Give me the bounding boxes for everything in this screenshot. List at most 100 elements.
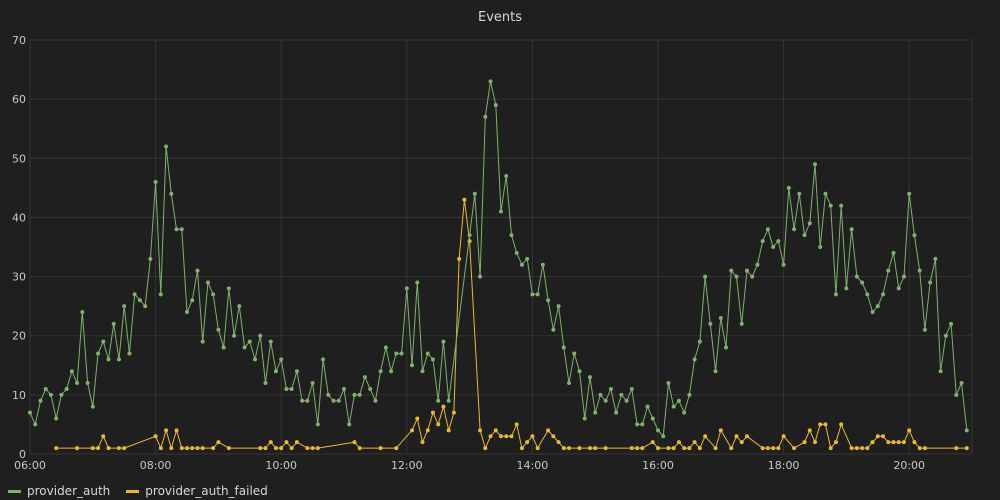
data-point-provider-auth-failed [860, 446, 865, 451]
data-point-provider-auth [797, 191, 802, 196]
data-point-provider-auth-failed [122, 446, 127, 451]
data-point-provider-auth [137, 298, 142, 303]
data-point-provider-auth-failed [922, 446, 927, 451]
data-point-provider-auth [739, 321, 744, 326]
data-point-provider-auth [28, 410, 32, 415]
data-point-provider-auth-failed [912, 440, 917, 445]
data-point-provider-auth [881, 292, 886, 297]
data-point-provider-auth-failed [954, 446, 959, 451]
data-point-provider-auth [394, 351, 399, 356]
data-point-provider-auth-failed [315, 446, 320, 451]
data-point-provider-auth-failed [294, 440, 299, 445]
x-tick-label: 18:00 [768, 459, 800, 472]
data-point-provider-auth-failed [284, 440, 289, 445]
data-point-provider-auth [410, 363, 415, 368]
chart-plot[interactable]: 0 10 20 30 40 50 60 70 06:00 08:00 10:00 12:00 14:00… [0, 0, 1000, 480]
data-point-provider-auth-failed [682, 446, 687, 451]
data-point-provider-auth [389, 369, 394, 374]
data-point-provider-auth [237, 304, 242, 309]
data-point-provider-auth [750, 274, 755, 279]
data-point-provider-auth [828, 203, 833, 208]
data-point-provider-auth [771, 245, 776, 249]
data-point-provider-auth-failed [849, 446, 854, 451]
data-point-provider-auth [478, 274, 483, 279]
data-point-provider-auth-failed [561, 446, 566, 451]
data-point-provider-auth-failed [394, 446, 399, 451]
data-point-provider-auth [629, 386, 634, 391]
data-point-provider-auth [645, 404, 650, 409]
data-point-provider-auth-failed [676, 440, 681, 445]
data-point-provider-auth [205, 280, 210, 285]
legend-item-provider-auth[interactable]: provider_auth [8, 484, 110, 498]
y-tick-label: 70 [12, 34, 26, 47]
data-point-provider-auth [211, 292, 216, 297]
data-point-provider-auth-failed [169, 446, 174, 451]
data-point-provider-auth-failed [765, 446, 770, 451]
data-point-provider-auth [640, 422, 645, 427]
legend-item-provider-auth-failed[interactable]: provider_auth_failed [126, 484, 268, 498]
data-point-provider-auth-failed [179, 446, 184, 451]
data-point-provider-auth [587, 375, 592, 380]
data-point-provider-auth-failed [211, 446, 216, 451]
data-point-provider-auth [436, 398, 441, 403]
data-point-provider-auth [75, 381, 80, 386]
data-point-provider-auth [656, 428, 660, 433]
data-point-provider-auth-failed [116, 446, 121, 451]
y-tick-label: 10 [12, 389, 26, 402]
data-point-provider-auth-failed [493, 428, 498, 433]
data-point-provider-auth-failed [692, 440, 697, 445]
data-point-provider-auth-failed [640, 446, 645, 451]
data-point-provider-auth [540, 262, 545, 267]
data-point-provider-auth-failed [739, 440, 744, 445]
legend-label-provider-auth: provider_auth [27, 484, 111, 498]
data-point-provider-auth-failed [839, 422, 844, 427]
data-point-provider-auth-failed [478, 428, 483, 433]
data-point-provider-auth [886, 268, 891, 273]
data-point-provider-auth-failed [650, 440, 655, 445]
data-point-provider-auth-failed [451, 410, 456, 415]
data-point-provider-auth [143, 304, 148, 309]
data-point-provider-auth [415, 280, 420, 285]
y-tick-label: 50 [12, 152, 26, 165]
data-point-provider-auth [96, 351, 101, 356]
data-point-provider-auth [263, 381, 268, 386]
y-tick-label: 0 [19, 448, 26, 461]
data-point-provider-auth [928, 280, 933, 285]
data-point-provider-auth-failed [305, 446, 310, 451]
legend-label-provider-auth-failed: provider_auth_failed [145, 484, 268, 498]
x-tick-label: 08:00 [140, 459, 172, 472]
data-point-provider-auth [33, 422, 38, 427]
data-point-provider-auth-failed [153, 434, 158, 439]
data-point-provider-auth [80, 310, 85, 315]
data-point-provider-auth [839, 203, 844, 208]
data-point-provider-auth-failed [415, 416, 420, 421]
data-point-provider-auth [383, 345, 388, 350]
data-point-provider-auth [232, 333, 237, 338]
data-point-provider-auth [635, 422, 640, 427]
legend-swatch-provider-auth [8, 489, 21, 493]
data-point-provider-auth [949, 321, 954, 326]
data-point-provider-auth-failed [697, 446, 702, 451]
data-point-provider-auth-failed [556, 440, 561, 445]
data-point-provider-auth [59, 392, 64, 397]
data-point-provider-auth [127, 351, 132, 356]
data-point-provider-auth [901, 274, 906, 279]
data-point-provider-auth-failed [519, 446, 524, 451]
legend-swatch-provider-auth-failed [126, 489, 140, 493]
data-point-provider-auth [567, 381, 572, 386]
data-point-provider-auth [765, 227, 770, 232]
data-point-provider-auth [216, 327, 221, 332]
data-point-provider-auth [38, 398, 43, 403]
data-point-provider-auth-failed [666, 446, 671, 451]
data-point-provider-auth [556, 304, 561, 309]
data-point-provider-auth [917, 268, 922, 273]
data-point-provider-auth [807, 221, 812, 226]
data-point-provider-auth [368, 386, 373, 391]
data-point-provider-auth-failed [430, 410, 435, 415]
data-point-provider-auth [525, 256, 530, 261]
data-point-provider-auth [703, 274, 708, 279]
data-point-provider-auth [253, 357, 258, 362]
data-point-provider-auth [813, 162, 817, 167]
data-point-provider-auth [535, 292, 540, 297]
